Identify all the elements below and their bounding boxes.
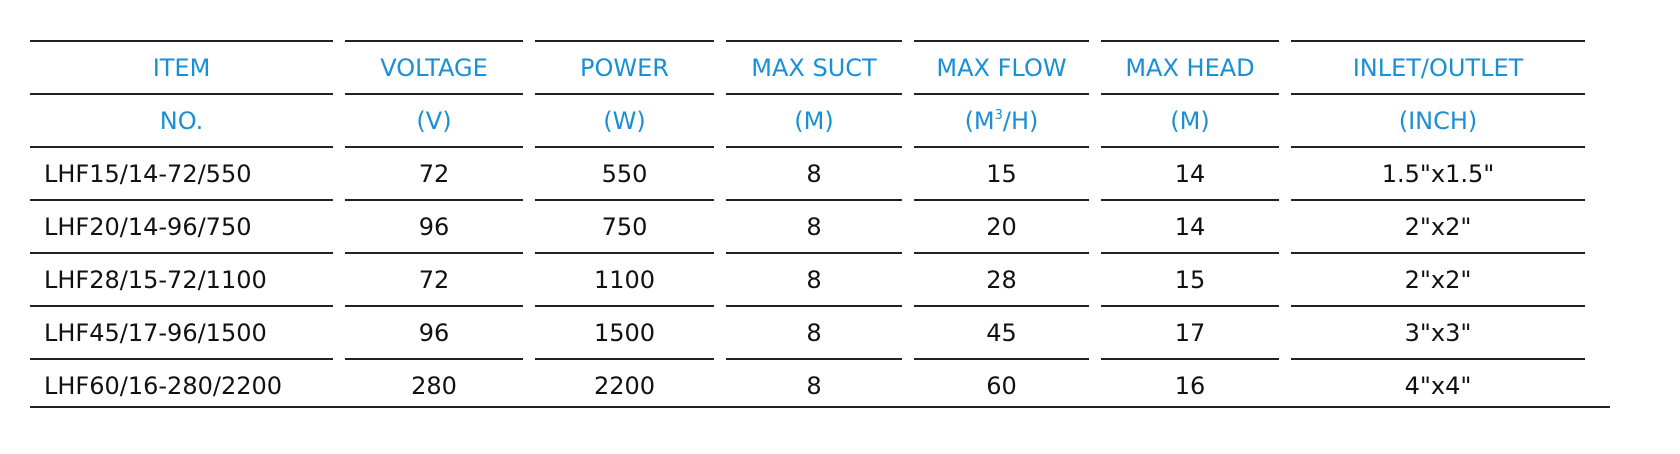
cell-max-suct: 8	[726, 199, 902, 252]
cell-inlet-outlet: 4"x4"	[1291, 358, 1585, 411]
cell-item-no: LHF15/14-72/550	[30, 146, 333, 199]
unit-suct: (M)	[726, 93, 902, 146]
cell-max-flow: 60	[914, 358, 1089, 411]
table-row: LHF15/14-72/550 72 550 8 15 14 1.5"x1.5"	[30, 146, 1585, 199]
bottom-rule	[30, 406, 1610, 408]
cell-power: 750	[535, 199, 714, 252]
header-max-flow: MAX FLOW	[914, 40, 1089, 93]
cell-max-suct: 8	[726, 146, 902, 199]
unit-inlet: (INCH)	[1291, 93, 1585, 146]
cell-max-head: 16	[1101, 358, 1279, 411]
cell-max-flow: 15	[914, 146, 1089, 199]
cell-max-head: 14	[1101, 199, 1279, 252]
cell-inlet-outlet: 2"x2"	[1291, 199, 1585, 252]
header-power: POWER	[535, 40, 714, 93]
table-row: LHF28/15-72/1100 72 1100 8 28 15 2"x2"	[30, 252, 1585, 305]
unit-voltage: (V)	[345, 93, 523, 146]
unit-flow-post: /H)	[1002, 106, 1039, 135]
cell-max-suct: 8	[726, 305, 902, 358]
unit-power: (W)	[535, 93, 714, 146]
cell-power: 1500	[535, 305, 714, 358]
unit-flow-pre: (M	[964, 106, 995, 135]
cell-voltage: 72	[345, 146, 523, 199]
cell-item-no: LHF20/14-96/750	[30, 199, 333, 252]
cell-max-flow: 45	[914, 305, 1089, 358]
pump-spec-table: ITEM VOLTAGE POWER MAX SUCT MAX FLOW MAX…	[30, 40, 1585, 411]
cell-max-head: 15	[1101, 252, 1279, 305]
table-row: LHF20/14-96/750 96 750 8 20 14 2"x2"	[30, 199, 1585, 252]
cell-max-head: 17	[1101, 305, 1279, 358]
cell-max-flow: 20	[914, 199, 1089, 252]
cell-power: 1100	[535, 252, 714, 305]
header-item: ITEM	[30, 40, 333, 93]
unit-head: (M)	[1101, 93, 1279, 146]
cell-voltage: 96	[345, 305, 523, 358]
unit-flow-sup: 3	[994, 107, 1003, 123]
header-max-suct: MAX SUCT	[726, 40, 902, 93]
cell-voltage: 96	[345, 199, 523, 252]
unit-no: NO.	[30, 93, 333, 146]
cell-item-no: LHF60/16-280/2200	[30, 358, 333, 411]
cell-voltage: 72	[345, 252, 523, 305]
table-row: LHF60/16-280/2200 280 2200 8 60 16 4"x4"	[30, 358, 1585, 411]
cell-power: 2200	[535, 358, 714, 411]
header-max-head: MAX HEAD	[1101, 40, 1279, 93]
table-row: LHF45/17-96/1500 96 1500 8 45 17 3"x3"	[30, 305, 1585, 358]
cell-max-flow: 28	[914, 252, 1089, 305]
header-row-units: NO. (V) (W) (M) (M3/H) (M) (INCH)	[30, 93, 1585, 146]
header-inlet-outlet: INLET/OUTLET	[1291, 40, 1585, 93]
cell-max-head: 14	[1101, 146, 1279, 199]
cell-inlet-outlet: 1.5"x1.5"	[1291, 146, 1585, 199]
cell-max-suct: 8	[726, 252, 902, 305]
cell-item-no: LHF28/15-72/1100	[30, 252, 333, 305]
cell-max-suct: 8	[726, 358, 902, 411]
unit-flow: (M3/H)	[914, 93, 1089, 146]
header-voltage: VOLTAGE	[345, 40, 523, 93]
header-row-titles: ITEM VOLTAGE POWER MAX SUCT MAX FLOW MAX…	[30, 40, 1585, 93]
cell-inlet-outlet: 3"x3"	[1291, 305, 1585, 358]
cell-inlet-outlet: 2"x2"	[1291, 252, 1585, 305]
cell-voltage: 280	[345, 358, 523, 411]
cell-item-no: LHF45/17-96/1500	[30, 305, 333, 358]
cell-power: 550	[535, 146, 714, 199]
